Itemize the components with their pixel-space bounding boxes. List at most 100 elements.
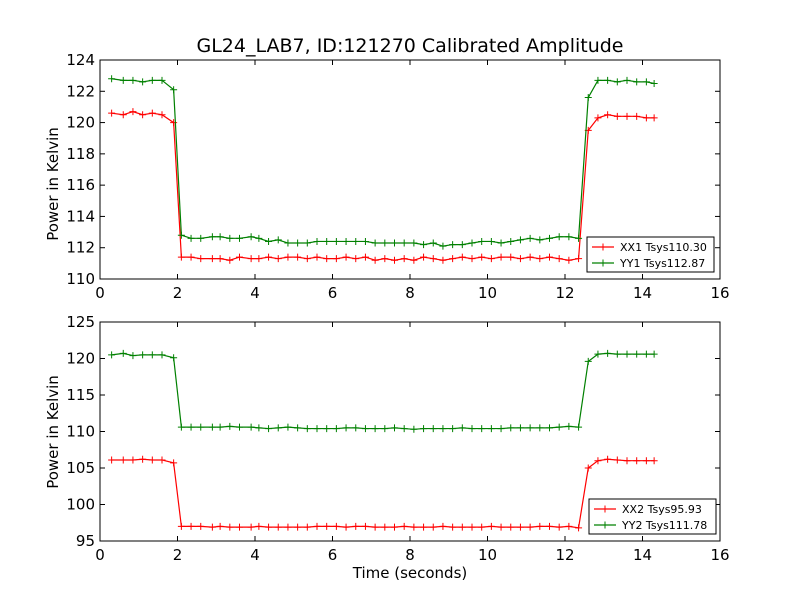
bottom-series-1-point (158, 351, 166, 359)
top-series-0-point (391, 256, 398, 264)
bottom-series-0-point (400, 522, 408, 530)
top-y-tick-label: 112 (66, 239, 95, 257)
top-series-1-point (584, 94, 592, 102)
bottom-legend-marker (601, 521, 609, 529)
top-series-1-point (313, 237, 321, 245)
top-y-tick-label: 122 (66, 82, 95, 100)
bottom-series-0-point (187, 522, 195, 530)
top-series-0-point (371, 256, 379, 264)
bottom-series-0-point (226, 523, 234, 531)
top-series-1-point (352, 237, 360, 245)
bottom-series-1-point (487, 425, 495, 433)
top-series-0-point (516, 255, 524, 263)
top-series-1-point (458, 241, 466, 249)
top-series-1-point (400, 239, 408, 247)
top-series-0-point (119, 111, 127, 119)
top-series-0-point (478, 253, 486, 261)
chart-title: GL24_LAB7, ID:121270 Calibrated Amplitud… (197, 35, 624, 57)
top-series-1-point (323, 237, 331, 245)
bottom-series-1-point (208, 423, 216, 431)
bottom-series-0-point (274, 523, 282, 531)
bottom-series-0-point (216, 522, 224, 530)
bottom-series-0-point (313, 522, 321, 530)
top-series-1-point (650, 79, 658, 87)
bottom-series-1-point (516, 424, 524, 432)
top-series-0-point (565, 256, 573, 264)
bottom-series-0-point (439, 522, 447, 530)
bottom-series-0-point (604, 455, 612, 463)
top-series-1-point (236, 234, 243, 242)
bottom-series-1-point (458, 424, 466, 432)
top-series-0-point (303, 255, 311, 263)
top-series-1-point (420, 241, 428, 249)
bottom-x-tick-label: 2 (173, 546, 183, 564)
top-series-0-point (468, 255, 476, 263)
top-series-0-point (420, 253, 428, 261)
bottom-series-0-point (546, 522, 553, 530)
bottom-series-1-point (555, 423, 563, 431)
top-series-1-point (119, 76, 127, 84)
bottom-series-0-point (613, 456, 621, 464)
bottom-legend (588, 498, 717, 535)
top-series-1-point (468, 239, 476, 247)
top-legend (586, 236, 715, 273)
bottom-series-0-point (139, 455, 147, 463)
bottom-series-1-point (633, 350, 641, 358)
bottom-series-1-point (294, 424, 302, 432)
top-legend-label: XX1 Tsys110.30 (620, 241, 707, 254)
bottom-series-1-point (352, 424, 360, 432)
top-legend-label: YY1 Tsys112.87 (619, 257, 705, 270)
top-series-1-point (332, 237, 340, 245)
top-x-tick-label: 2 (173, 284, 183, 302)
top-series-1-point (449, 241, 457, 249)
bottom-series-1-point (303, 425, 311, 433)
top-series-0-point (284, 253, 292, 261)
bottom-series-1-point (575, 423, 583, 431)
top-series-1-point (342, 237, 350, 245)
top-series-1-point (439, 242, 447, 250)
top-series-1-point (429, 239, 437, 247)
bottom-series-0-point (468, 523, 476, 531)
bottom-x-tick-label: 4 (250, 546, 260, 564)
top-series-0-point (410, 256, 418, 264)
bottom-series-1-point (371, 425, 379, 433)
bottom-series-1-point (594, 350, 602, 358)
bottom-series-1-point (332, 425, 340, 433)
top-series-0-point (129, 108, 137, 116)
bottom-series-1-point (546, 424, 553, 432)
top-series-0-point (623, 112, 631, 120)
top-series-0-point (216, 255, 224, 263)
top-series-1-point (247, 233, 255, 241)
top-series-1-point (555, 233, 563, 241)
top-series-1-point (410, 239, 418, 247)
bottom-series-0-point (526, 523, 534, 531)
bottom-x-tick-label: 6 (328, 546, 338, 564)
bottom-series-0-point (565, 522, 573, 530)
bottom-y-axis-label: Power in Kelvin (44, 375, 62, 489)
top-series-1-point (265, 237, 273, 245)
top-series-1-point (516, 236, 524, 244)
top-series-1-point (226, 234, 234, 242)
bottom-series-1-point (650, 350, 658, 358)
bottom-series-1-point (129, 352, 137, 360)
top-series-0-point (265, 253, 273, 261)
top-series-0-point (507, 253, 515, 261)
top-series-0-point (575, 255, 583, 263)
bottom-series-1-point (247, 423, 255, 431)
top-series-0-point (332, 255, 340, 263)
bottom-series-1-point (197, 423, 205, 431)
bottom-series-0-point (158, 456, 166, 464)
bottom-series-0-point (410, 523, 418, 531)
bottom-series-1-point (236, 423, 243, 431)
top-series-1-point (177, 231, 185, 239)
bottom-series-1-point (478, 425, 486, 433)
bottom-series-0-point (575, 524, 583, 532)
top-series-0-point (294, 253, 302, 261)
top-series-1-point (594, 76, 602, 84)
top-series-1-point (604, 76, 612, 84)
bottom-series-0-point (633, 457, 641, 465)
top-x-tick-label: 10 (478, 284, 497, 302)
top-series-0-point (429, 255, 437, 263)
top-y-tick-label: 120 (66, 114, 95, 132)
bottom-series-1-point (613, 350, 621, 358)
